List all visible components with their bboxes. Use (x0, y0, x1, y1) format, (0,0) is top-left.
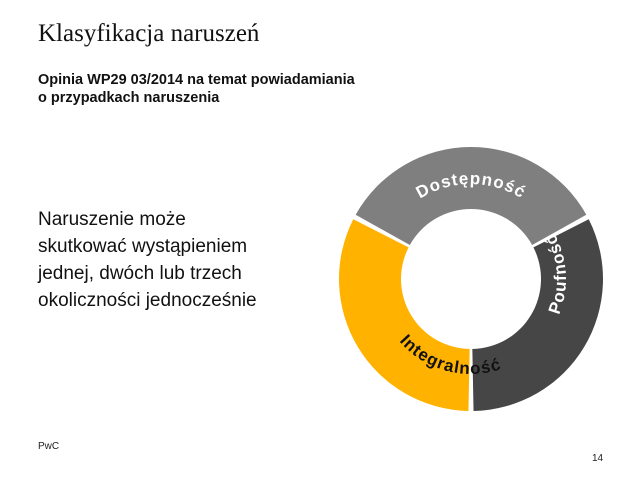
page-title: Klasyfikacja naruszeń (38, 20, 260, 47)
body-line-4: okoliczności jednocześnie (38, 290, 257, 311)
footer-brand: PwC (38, 441, 60, 452)
page-number: 14 (592, 453, 604, 464)
donut-segment-3 (338, 219, 470, 411)
subtitle: Opinia WP29 03/2014 na temat powiadamian… (38, 71, 418, 107)
donut-segment-1 (355, 147, 587, 245)
donut-segment-2 (472, 219, 604, 411)
subtitle-line-1: Opinia WP29 03/2014 na temat powiadamian… (38, 72, 355, 88)
subtitle-line-2: o przypadkach naruszenia (38, 90, 220, 106)
body-line-3: jednej, dwóch lub trzech (38, 263, 242, 284)
body-line-1: Naruszenie może (38, 209, 186, 230)
body-line-2: skutkować wystąpieniem (38, 236, 248, 257)
body-text: Naruszenie może skutkować wystąpieniem j… (38, 206, 338, 314)
